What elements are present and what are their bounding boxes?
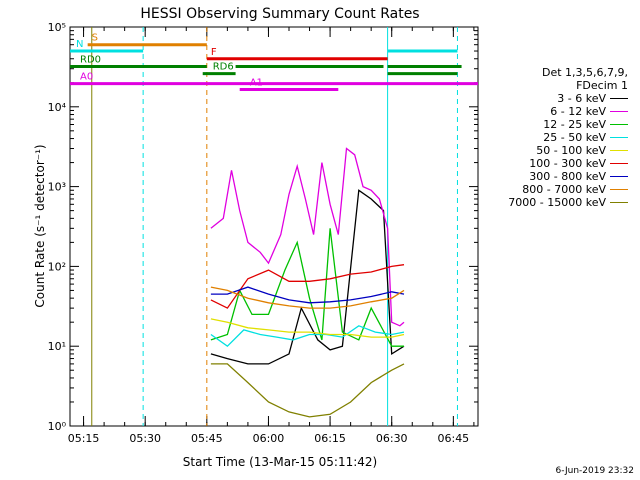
series-line [210, 286, 405, 309]
legend-header-line1: Det 1,3,5,6,7,9, [541, 66, 628, 79]
series-line [210, 264, 405, 309]
footer-date: 6-Jun-2019 23:32 [555, 466, 635, 476]
y-tick-label: 10¹ [48, 340, 66, 353]
flag-label: A0 [80, 72, 93, 83]
x-tick-label: 06:30 [376, 432, 408, 445]
legend-swatch [610, 150, 628, 151]
y-tick-label: 10⁰ [48, 420, 67, 433]
legend-item: 100 - 300 keV [478, 157, 628, 170]
y-axis-label: Count Rate (s⁻¹ detector⁻¹) [33, 144, 47, 307]
series-line [210, 325, 405, 348]
x-axis-label: Start Time (13-Mar-15 05:11:42) [183, 455, 377, 469]
legend-item: 12 - 25 keV [478, 118, 628, 131]
flag-label: S [92, 33, 98, 44]
legend-item: 7000 - 15000 keV [478, 196, 628, 209]
legend-label: 7000 - 15000 keV [508, 196, 606, 209]
legend-item: 300 - 800 keV [478, 170, 628, 183]
flag-label: RD6 [213, 62, 234, 73]
series-line [210, 189, 405, 365]
legend-swatch [610, 176, 628, 177]
plot-frame [69, 26, 479, 427]
flag-label: F [211, 47, 217, 58]
legend-item: 25 - 50 keV [478, 131, 628, 144]
series-line [210, 228, 404, 347]
chart-title: HESSI Observing Summary Count Rates [140, 6, 419, 22]
y-tick-label: 10² [48, 260, 66, 273]
series-line [210, 363, 405, 418]
legend-swatch [610, 163, 628, 164]
legend-swatch [610, 111, 628, 112]
series-line [210, 286, 405, 304]
x-tick-label: 06:15 [314, 432, 346, 445]
legend-item: 50 - 100 keV [478, 144, 628, 157]
flag-label: RD0 [80, 54, 101, 65]
legend-item: 6 - 12 keV [478, 105, 628, 118]
legend-label: 800 - 7000 keV [522, 183, 606, 196]
legend-label: 50 - 100 keV [536, 144, 606, 157]
legend-label: 100 - 300 keV [529, 157, 606, 170]
legend-header-line2: FDecim 1 [576, 79, 628, 92]
series-line [210, 318, 405, 338]
legend-item: 3 - 6 keV [478, 92, 628, 105]
legend-label: 300 - 800 keV [529, 170, 606, 183]
legend-swatch [610, 189, 628, 190]
x-tick-label: 05:45 [191, 432, 223, 445]
flag-label: N [76, 39, 83, 50]
x-tick-label: 05:30 [129, 432, 161, 445]
legend-label: 3 - 6 keV [557, 92, 606, 105]
legend-label: 25 - 50 keV [543, 131, 606, 144]
legend-swatch [610, 202, 628, 203]
x-tick-label: 05:15 [68, 432, 100, 445]
x-tick-label: 06:00 [253, 432, 285, 445]
legend-label: 6 - 12 keV [550, 105, 606, 118]
legend-item: 800 - 7000 keV [478, 183, 628, 196]
flag-label: A1 [250, 77, 263, 88]
y-tick-label: 10⁵ [48, 21, 66, 34]
series-line [210, 147, 405, 327]
legend-swatch [610, 137, 628, 138]
legend: Det 1,3,5,6,7,9, FDecim 1 3 - 6 keV 6 - 1… [478, 66, 628, 209]
legend-swatch [610, 124, 628, 125]
legend-label: 12 - 25 keV [543, 118, 606, 131]
x-tick-label: 06:45 [437, 432, 469, 445]
y-tick-label: 10³ [48, 181, 66, 194]
y-tick-label: 10⁴ [48, 101, 67, 114]
legend-swatch [610, 98, 628, 99]
